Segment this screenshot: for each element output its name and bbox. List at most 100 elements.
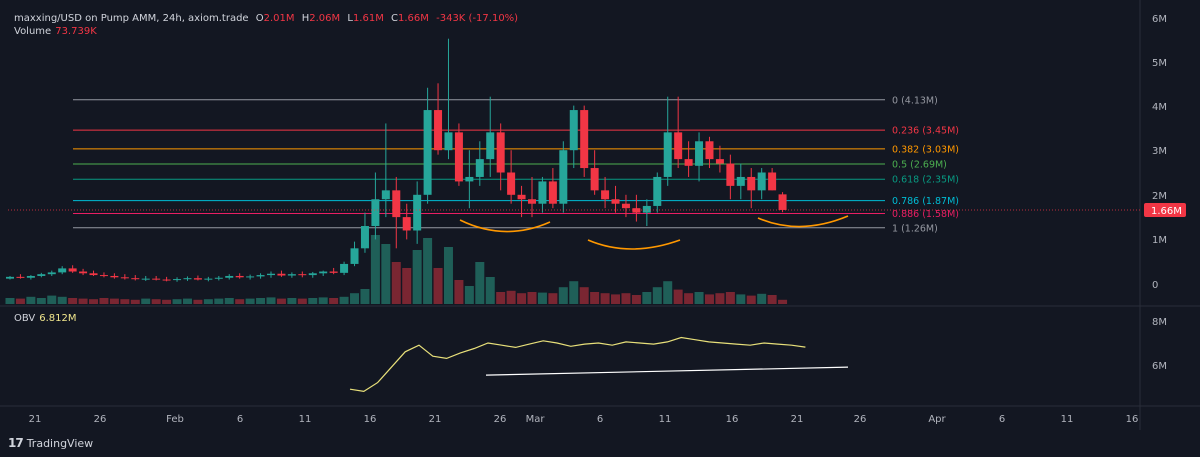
volume-bar — [339, 296, 349, 304]
time-tick-label: 6 — [597, 414, 603, 425]
volume-bar — [673, 289, 683, 304]
volume-bar — [537, 292, 547, 304]
candle-body — [434, 110, 443, 151]
candle-body — [684, 159, 693, 166]
volume-bar — [694, 292, 704, 304]
candle-body — [47, 272, 56, 275]
volume-bar — [423, 238, 433, 304]
cup-arc — [459, 219, 551, 233]
pair-title: maxxing/USD on Pump AMM, 24h, axiom.trad… — [14, 13, 249, 24]
volume-bar — [443, 247, 453, 304]
volume-bar — [590, 292, 600, 304]
volume-bar — [548, 293, 558, 304]
price-tick-label: 3M — [1152, 146, 1167, 157]
fibonacci-retracement[interactable]: 0 (4.13M) 0.236 (3.45M) 0.382 (3.03M) 0.5 (… — [73, 95, 959, 234]
candle-body — [454, 132, 463, 182]
volume-bar — [715, 293, 725, 304]
candle-body — [402, 217, 411, 231]
candle-body — [183, 278, 192, 280]
volume-bar — [631, 295, 641, 304]
candlesticks — [6, 38, 787, 282]
volume-bar — [47, 295, 57, 304]
brand-name: TradingView — [26, 436, 94, 450]
volume-bar — [329, 298, 339, 304]
volume-bar — [109, 298, 119, 304]
fib-level-label: 0 (4.13M) — [892, 95, 938, 106]
volume-bar — [412, 250, 422, 304]
candle-body — [173, 279, 182, 281]
close-value: 1.66M — [398, 13, 429, 24]
volume-bar — [736, 294, 746, 304]
candle-body — [89, 273, 98, 276]
price-tick-label: 2M — [1152, 191, 1167, 202]
volume-bar — [287, 298, 297, 304]
candle-body — [653, 176, 662, 206]
volume-bar — [621, 293, 631, 304]
candle-body — [392, 190, 401, 218]
volume-bar — [433, 268, 443, 304]
candle-body — [141, 278, 150, 280]
volume-bar — [746, 295, 756, 304]
candle-body — [695, 141, 704, 166]
high-value: 2.06M — [309, 13, 341, 24]
volume-bar — [350, 293, 360, 304]
obv-trend-line — [485, 366, 849, 376]
candle-body — [329, 271, 338, 273]
candle-body — [26, 275, 35, 278]
candle-body — [235, 275, 244, 278]
candle-body — [538, 181, 547, 204]
volume-bar — [579, 287, 589, 304]
volume-bar — [684, 293, 694, 304]
volume-bars — [5, 235, 788, 304]
volume-bar — [767, 295, 777, 304]
candle-body — [162, 279, 171, 281]
obv-value: 6.812M — [39, 313, 77, 324]
candle-body — [507, 172, 516, 195]
volume-bar — [360, 289, 370, 304]
candle-body — [99, 275, 108, 277]
candle-body — [663, 132, 672, 177]
candle-body — [204, 278, 213, 280]
close-label: C — [391, 13, 399, 24]
volume-bar — [611, 294, 621, 304]
time-tick-label: 21 — [429, 414, 442, 425]
time-tick-label: 21 — [791, 414, 804, 425]
candle-body — [110, 275, 119, 278]
candle-body — [423, 110, 432, 195]
time-tick-label: 21 — [29, 414, 42, 425]
open-label: O — [255, 13, 264, 24]
time-tick-label: 16 — [364, 414, 377, 425]
volume-bar — [172, 299, 182, 304]
fib-level-label: 0.5 (2.69M) — [892, 160, 947, 171]
candle-body — [225, 275, 234, 278]
volume-bar — [527, 292, 537, 304]
candle-body — [131, 278, 140, 280]
candle-body — [726, 163, 735, 186]
volume-bar — [600, 293, 610, 304]
volume-bar — [558, 287, 568, 304]
symbol-legend: maxxing/USD on Pump AMM, 24h, axiom.trad… — [14, 12, 518, 26]
candle-body — [340, 263, 349, 273]
low-label: L — [347, 13, 353, 24]
volume-bar — [663, 281, 673, 304]
candle-body — [621, 203, 630, 209]
candle-body — [475, 159, 484, 177]
volume-bar — [308, 298, 318, 304]
time-tick-label: 11 — [299, 414, 312, 425]
volume-bar — [642, 292, 652, 304]
volume-label: Volume — [14, 26, 52, 37]
volume-bar — [506, 290, 516, 304]
candle-body — [559, 150, 568, 204]
candle-body — [381, 190, 390, 200]
candle-body — [580, 110, 589, 169]
tradingview-brand[interactable]: 17 TradingView — [8, 436, 93, 450]
volume-bar — [15, 298, 25, 304]
candle-body — [778, 194, 787, 210]
cup-arcs[interactable] — [459, 215, 849, 250]
volume-bar — [245, 298, 255, 304]
volume-bar — [704, 294, 714, 304]
time-tick-label: 26 — [854, 414, 867, 425]
volume-bar — [652, 287, 662, 304]
time-tick-label: Mar — [526, 414, 546, 425]
